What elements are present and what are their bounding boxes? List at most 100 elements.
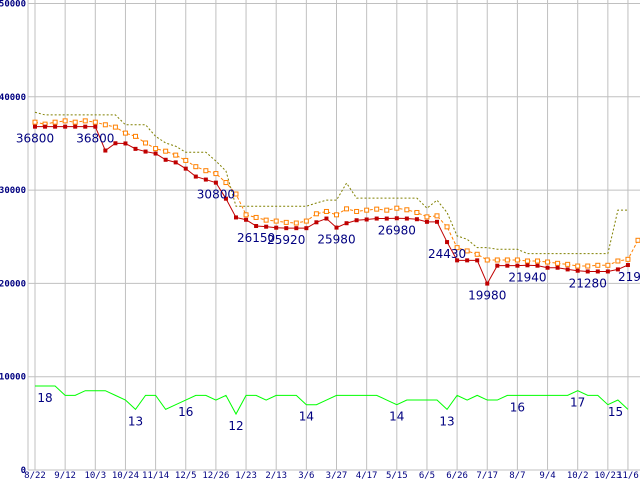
data-point [384,207,390,213]
data-point [254,224,259,229]
data-point [62,118,68,124]
data-point [585,269,590,274]
data-point [565,261,571,267]
data-point [404,216,409,221]
data-point [394,205,400,211]
data-point [193,164,199,170]
data-point [203,168,209,174]
data-point [374,216,379,221]
data-point [475,258,480,263]
data-point [73,124,78,129]
data-point [83,124,88,129]
data-point [123,141,128,146]
data-point [143,149,148,154]
data-point [344,206,350,212]
data-label: 26980 [378,223,416,237]
data-point [314,220,319,225]
x-tick-label: 3/27 [326,471,348,480]
x-tick-label: 2/13 [265,471,287,480]
data-point [454,245,460,251]
data-point [153,146,159,152]
data-point [243,212,249,218]
data-point [605,269,610,274]
data-point [495,263,500,268]
data-point [53,124,58,129]
data-point [434,213,440,219]
data-point [63,124,68,129]
x-tick-label: 9/4 [539,471,555,480]
data-point [455,258,460,263]
data-label: 17 [570,396,585,410]
data-point [43,124,48,129]
data-point [183,166,188,171]
data-point [163,157,168,162]
data-point [82,118,88,124]
data-point [304,226,309,231]
data-point [504,257,510,263]
data-label: 26150 [237,231,275,245]
data-point [334,225,339,230]
data-point [424,214,430,220]
data-point [575,263,581,269]
y-tick-label: 10000 [0,373,26,383]
data-point [52,119,58,125]
data-point [223,180,229,186]
data-label: 21970 [618,270,640,284]
x-tick-label: 11/14 [142,471,169,480]
x-tick-label: 10/24 [112,471,139,480]
data-point [143,140,149,146]
data-point [183,157,189,163]
data-point [615,258,621,264]
data-point [33,124,37,129]
x-tick-label: 12/5 [175,471,197,480]
data-point [93,124,98,129]
data-point [595,262,601,268]
data-point [313,211,319,217]
x-tick-label: 6/5 [419,471,435,480]
y-tick-label: 30000 [0,186,26,196]
data-point [555,260,561,266]
data-point [485,281,490,286]
data-label: 25920 [267,233,305,247]
data-label: 19980 [468,289,506,303]
data-point [303,218,309,224]
data-label: 16 [510,400,525,414]
y-tick-label: 50000 [0,0,26,10]
data-point [324,216,329,221]
data-point [234,215,238,220]
y-tick-label: 40000 [0,93,26,103]
series-line-upper [34,111,628,255]
data-point [213,171,219,177]
data-point [575,268,580,273]
data-point [525,263,530,268]
data-label: 36800 [16,132,54,146]
series-line-count [35,385,629,416]
y-tick-label: 20000 [0,279,26,289]
data-point [605,262,611,268]
data-point [484,257,490,263]
data-point [293,220,299,226]
data-point [464,248,470,254]
data-point [535,263,540,268]
data-point [102,122,108,128]
x-axis: 8/22 9/12 10/3 10/24 11/14 12/5 12/26 1/23 2/13 3… [24,471,639,480]
data-point [153,151,158,156]
data-point [274,225,279,230]
data-point [32,119,38,125]
y-tick-label: 0 [21,466,26,476]
x-tick-label: 10/2 [567,471,589,480]
data-point [635,237,640,243]
data-point [505,263,510,268]
data-point [263,217,269,223]
data-point [615,267,620,272]
data-point [122,130,128,136]
data-point [323,208,329,214]
data-point [354,208,360,214]
data-point [112,124,118,130]
data-point [445,240,450,245]
data-label: 12 [228,419,243,433]
data-point [283,219,289,225]
data-point [334,212,339,218]
